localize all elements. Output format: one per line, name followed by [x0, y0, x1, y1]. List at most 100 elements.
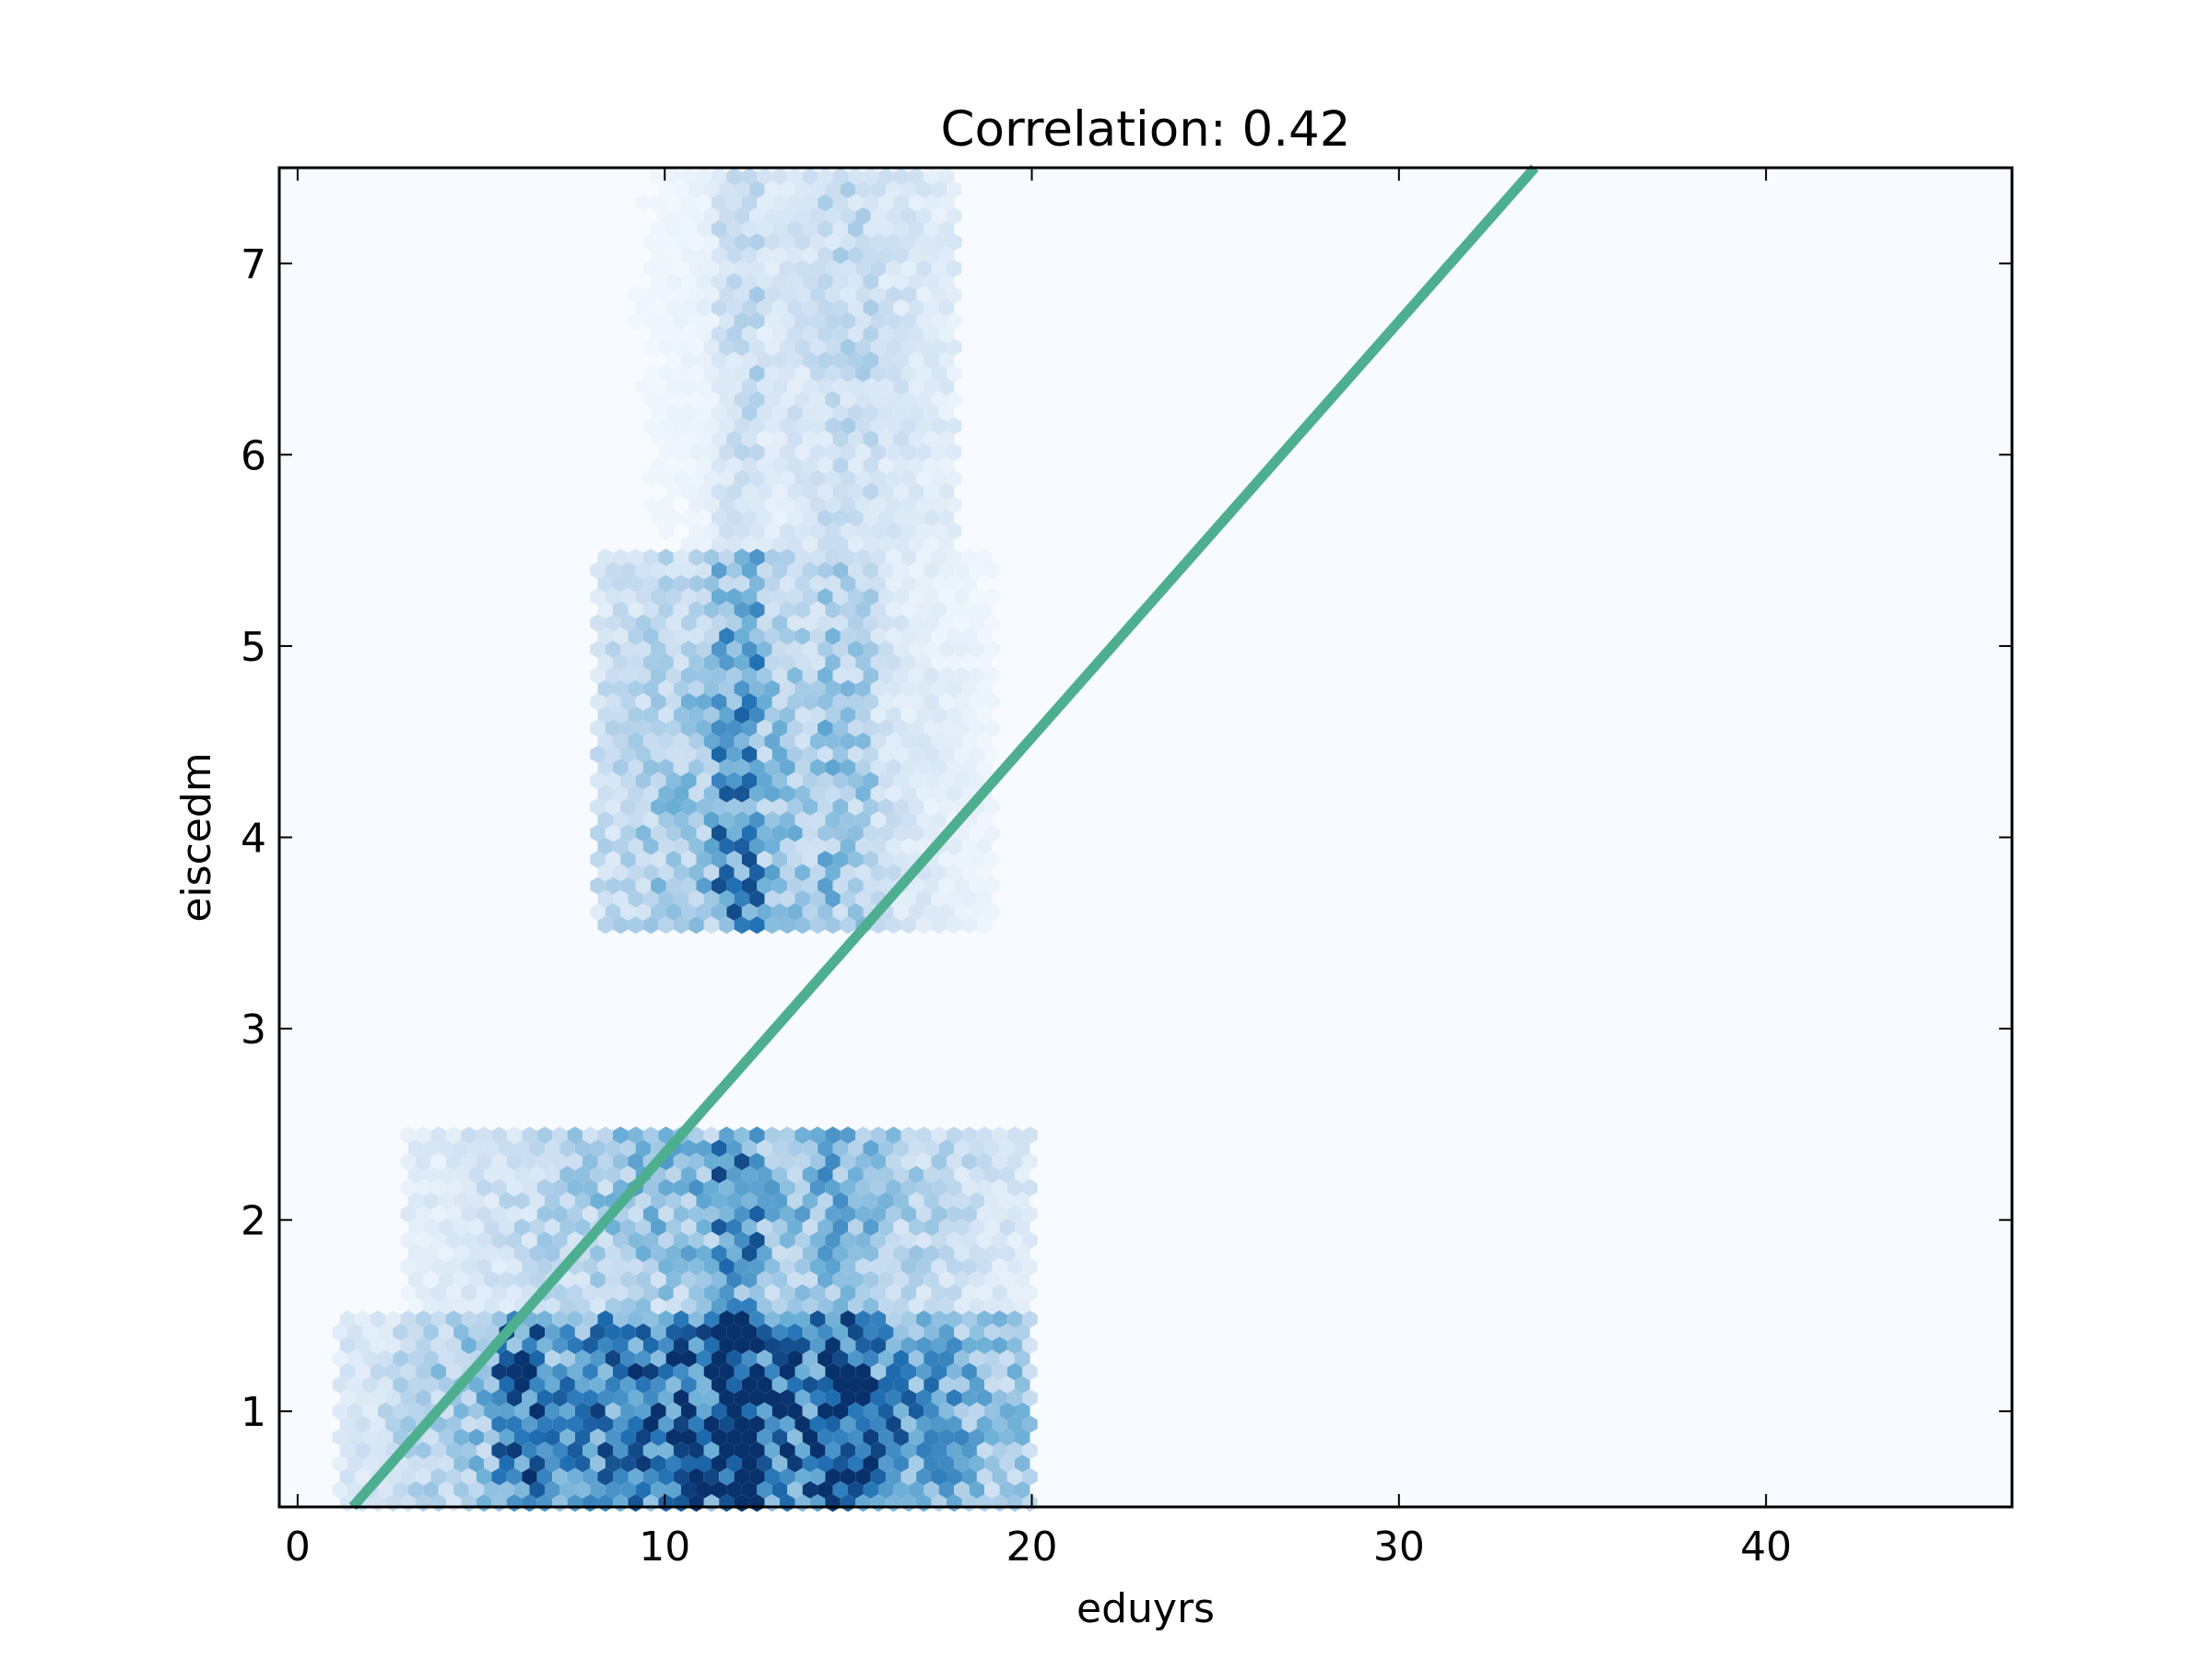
hexbin-cell	[446, 1310, 462, 1328]
hexbin-cell	[832, 168, 848, 185]
hexbin-cell	[407, 1244, 424, 1263]
hexbin-cell	[712, 1218, 727, 1236]
hexbin-cell	[870, 469, 887, 488]
hexbin-cell	[741, 693, 758, 711]
hexbin-cell	[878, 614, 894, 632]
hexbin-cell	[665, 1454, 681, 1473]
hexbin-cell	[947, 1467, 962, 1486]
hexbin-cell	[771, 1376, 788, 1394]
hexbin-cell	[749, 206, 765, 225]
hexbin-cell	[840, 391, 856, 409]
hexbin-cell	[339, 1336, 356, 1355]
hexbin-cell	[794, 811, 810, 830]
hexbin-cell	[771, 299, 788, 317]
hexbin-cell	[597, 1257, 613, 1276]
hexbin-cell	[809, 601, 826, 619]
hexbin-cell	[961, 864, 977, 882]
hexbin-cell	[893, 325, 909, 343]
hexbin-cell	[665, 666, 681, 685]
hexbin-cell	[931, 679, 947, 698]
hexbin-cell	[764, 706, 780, 724]
hexbin-cell	[908, 273, 924, 290]
hexbin-cell	[924, 693, 939, 711]
hexbin-cell	[764, 1389, 780, 1407]
hexbin-cell	[635, 561, 652, 580]
hexbin-cell	[552, 1362, 568, 1381]
hexbin-cell	[825, 916, 841, 935]
hexbin-cell	[900, 1362, 917, 1381]
hexbin-cell	[552, 1231, 568, 1250]
hexbin-cell	[712, 1244, 727, 1263]
hexbin-cell	[407, 1349, 424, 1368]
hexbin-cell	[620, 851, 636, 868]
hexbin-cell	[703, 784, 720, 803]
hexbin-cell	[642, 759, 659, 777]
hexbin-cell	[734, 364, 750, 382]
hexbin-cell	[787, 561, 803, 580]
hexbin-cell	[1006, 1284, 1023, 1302]
hexbin-cell	[771, 378, 788, 395]
hexbin-cell	[794, 1362, 810, 1381]
hexbin-cell	[908, 1429, 924, 1446]
hexbin-cell	[916, 312, 932, 330]
hexbin-cell	[703, 496, 720, 514]
hexbin-cell	[681, 325, 697, 343]
hexbin-cell	[794, 1152, 810, 1171]
hexbin-cell	[461, 1231, 477, 1250]
hexbin-cell	[741, 588, 758, 606]
hexbin-cell	[893, 771, 909, 790]
hexbin-cell	[635, 1429, 652, 1446]
hexbin-cell	[642, 286, 659, 304]
hexbin-cell	[931, 601, 947, 619]
hexbin-cell	[453, 1454, 469, 1473]
hexbin-cell	[597, 706, 613, 724]
hexbin-cell	[552, 1179, 568, 1197]
hexbin-cell	[673, 1310, 689, 1328]
hexbin-cell	[719, 1467, 735, 1486]
hexbin-cell	[712, 351, 727, 370]
hexbin-cell	[665, 194, 681, 212]
hexbin-cell	[848, 535, 864, 553]
hexbin-cell	[597, 1389, 613, 1407]
hexbin-cell	[453, 1271, 469, 1288]
hexbin-cell	[499, 1402, 514, 1420]
hexbin-cell	[780, 469, 795, 488]
hexbin-cell	[446, 1441, 462, 1460]
hexbin-cell	[749, 417, 765, 435]
hexbin-cell	[665, 430, 681, 448]
hexbin-cell	[771, 666, 788, 685]
hexbin-cell	[961, 706, 977, 724]
hexbin-cell	[757, 666, 772, 685]
hexbin-cell	[878, 483, 894, 500]
hexbin-cell	[734, 417, 750, 435]
hexbin-cell	[605, 1244, 621, 1263]
hexbin-cell	[642, 916, 659, 935]
hexbin-cell	[757, 1454, 772, 1473]
hexbin-cell	[642, 338, 659, 357]
hexbin-cell	[712, 1349, 727, 1368]
hexbin-cell	[863, 351, 878, 370]
hexbin-cell	[734, 627, 750, 645]
hexbin-cell	[924, 246, 939, 265]
hexbin-cell	[673, 443, 689, 462]
hexbin-cell	[491, 1205, 507, 1223]
hexbin-cell	[954, 1481, 970, 1499]
hexbin-cell	[658, 1126, 674, 1145]
hexbin-cell	[900, 338, 917, 357]
hexbin-cell	[878, 430, 894, 448]
hexbin-cell	[719, 784, 735, 803]
hexbin-cell	[878, 851, 894, 868]
hexbin-cell	[908, 903, 924, 921]
hexbin-cell	[681, 771, 697, 790]
hexbin-cell	[726, 430, 742, 448]
hexbin-cell	[954, 666, 970, 685]
hexbin-cell	[938, 168, 955, 185]
hexbin-cell	[855, 837, 871, 855]
hexbin-cell	[628, 732, 643, 750]
hexbin-cell	[658, 548, 674, 567]
hexbin-cell	[870, 574, 887, 593]
hexbin-cell	[757, 1324, 772, 1341]
hexbin-cell	[984, 824, 1000, 842]
hexbin-cell	[741, 1376, 758, 1394]
hexbin-cell	[818, 456, 833, 475]
